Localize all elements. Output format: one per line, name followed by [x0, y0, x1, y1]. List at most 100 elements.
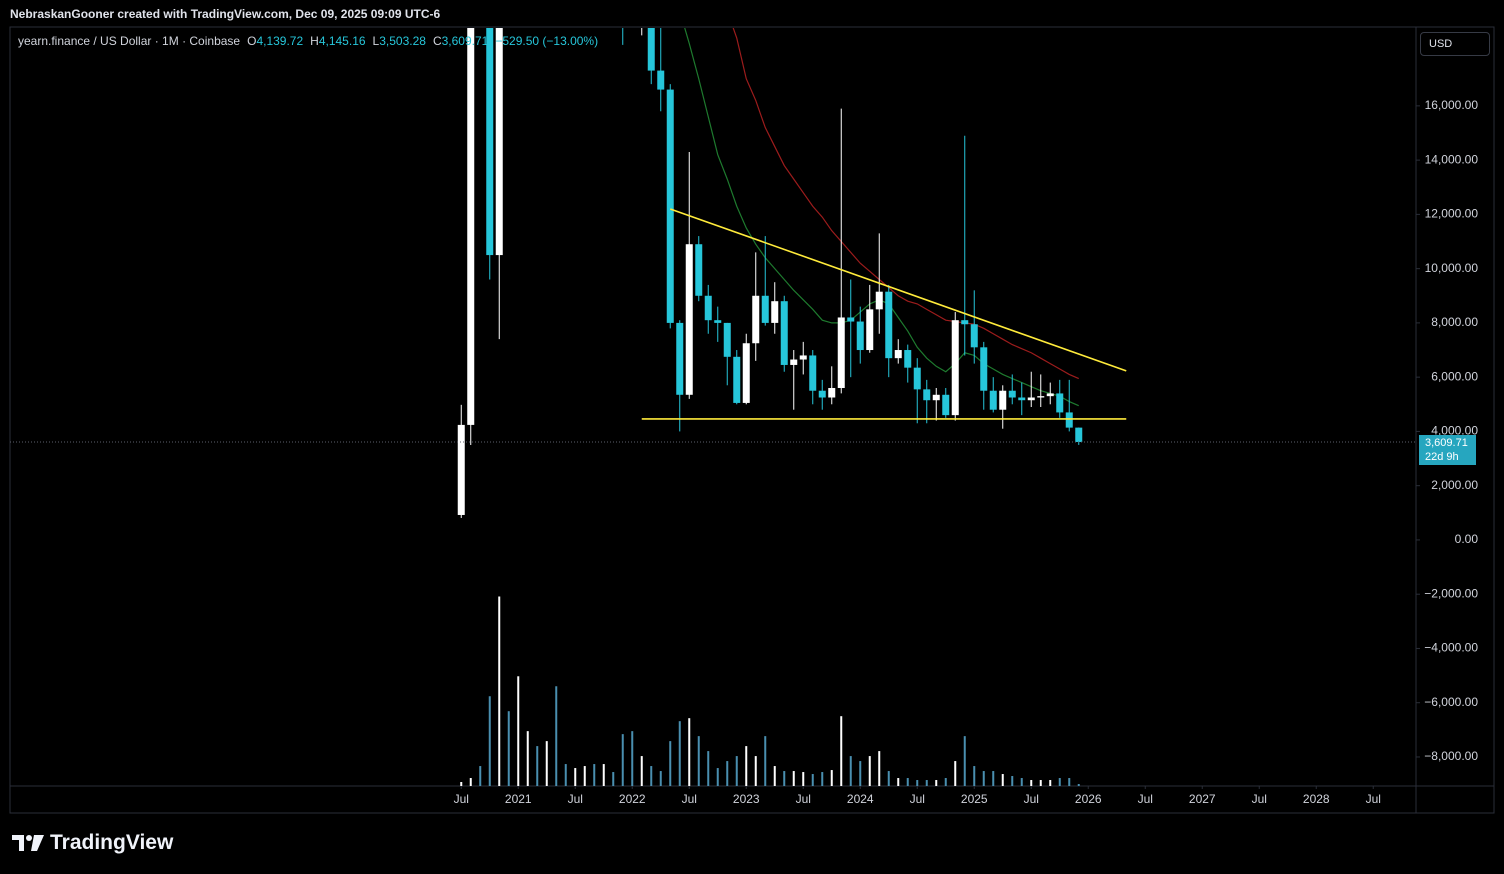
- candle-body: [847, 317, 855, 322]
- volume-bar: [868, 756, 871, 786]
- x-tick-label: Jul: [910, 792, 925, 806]
- high-value: 4,145.16: [318, 34, 366, 48]
- open-label: O: [247, 34, 257, 48]
- candle-body: [657, 70, 665, 90]
- candle-body: [894, 350, 902, 359]
- volume-bar: [963, 736, 966, 786]
- candle-body: [742, 343, 750, 403]
- volume-bar: [1039, 780, 1042, 786]
- x-tick-label: 2025: [961, 792, 988, 806]
- volume-bar: [564, 764, 567, 786]
- candle-body: [837, 317, 845, 389]
- candle-body: [467, 28, 475, 425]
- y-tick-label: −6,000.00: [1424, 695, 1478, 709]
- candle-body: [904, 350, 912, 368]
- volume-bar: [526, 731, 529, 786]
- open-value: 4,139.72: [256, 34, 304, 48]
- x-tick-label: Jul: [1138, 792, 1153, 806]
- volume-bar: [498, 596, 501, 786]
- volume-bar: [887, 771, 890, 786]
- volume-bar: [878, 751, 881, 786]
- volume-bar: [697, 736, 700, 786]
- x-tick-label: Jul: [682, 792, 697, 806]
- last-price-box: 3,609.71 22d 9h: [1419, 435, 1476, 465]
- volume-bar: [916, 780, 919, 786]
- y-tick-label: 14,000.00: [1425, 152, 1479, 166]
- volume-bar: [811, 774, 814, 786]
- candle-body: [1065, 412, 1073, 428]
- volume-bar: [1001, 774, 1004, 786]
- candle-body: [695, 244, 703, 296]
- x-tick-label: Jul: [454, 792, 469, 806]
- candle-body: [790, 359, 798, 365]
- currency-button[interactable]: USD: [1420, 32, 1490, 56]
- volume-bar: [973, 766, 976, 786]
- volume-bar: [536, 746, 539, 786]
- x-tick-label: Jul: [568, 792, 583, 806]
- y-tick-label: 2,000.00: [1431, 478, 1478, 492]
- candle-body: [818, 390, 826, 398]
- candle-body: [828, 388, 836, 398]
- candle-body: [666, 89, 674, 323]
- volume-bar: [792, 771, 795, 786]
- volume-bar: [783, 771, 786, 786]
- candle-body: [647, 28, 655, 71]
- volume-bar: [1030, 780, 1033, 786]
- x-tick-label: 2027: [1189, 792, 1216, 806]
- x-tick-label: 2021: [505, 792, 532, 806]
- candle-body: [989, 390, 997, 410]
- volume-bar: [479, 766, 482, 786]
- volume-bar: [678, 721, 681, 786]
- countdown: 22d 9h: [1425, 451, 1459, 463]
- volume-bar: [1049, 780, 1052, 786]
- volume-bar: [954, 761, 957, 786]
- volume-bar: [849, 756, 852, 786]
- candle-body: [942, 394, 950, 416]
- volume-bar: [982, 771, 985, 786]
- volume-bar: [621, 734, 624, 786]
- candle-body: [923, 389, 931, 401]
- candle-body: [799, 355, 807, 360]
- volume-bar: [583, 766, 586, 786]
- volume-bar: [840, 716, 843, 786]
- y-tick-label: 12,000.00: [1425, 207, 1479, 221]
- x-tick-label: 2023: [733, 792, 760, 806]
- volume-bar: [555, 686, 558, 786]
- y-tick-label: −8,000.00: [1424, 749, 1478, 763]
- candle-body: [1027, 397, 1035, 401]
- volume-bar: [897, 778, 900, 786]
- low-label: L: [372, 34, 380, 48]
- volume-bar: [735, 756, 738, 786]
- volume-bar: [612, 772, 615, 786]
- candle-body: [723, 322, 731, 357]
- candle-body: [685, 244, 693, 395]
- volume-bar: [669, 741, 672, 786]
- candle-body: [771, 301, 779, 323]
- candle-body: [856, 321, 864, 351]
- x-tick-label: Jul: [1252, 792, 1267, 806]
- volume-bar: [1011, 776, 1014, 786]
- candle-body: [457, 424, 465, 515]
- volume-bar: [925, 780, 928, 786]
- candle-body: [1046, 393, 1054, 397]
- close-value: 3,609.71: [441, 34, 489, 48]
- chart-frame: [9, 26, 1495, 814]
- candle-body: [704, 295, 712, 321]
- candle-body: [676, 322, 684, 395]
- volume-bar: [631, 731, 634, 786]
- candle-body: [970, 324, 978, 348]
- candle-body: [951, 320, 959, 416]
- candle-body: [780, 301, 788, 365]
- volume-bar: [593, 764, 596, 786]
- candle-body: [866, 309, 874, 351]
- logo-icon: [12, 835, 44, 851]
- volume-bar: [640, 756, 643, 786]
- close-label: C: [432, 34, 442, 48]
- volume-bar: [1077, 784, 1080, 786]
- volume-bar: [1020, 778, 1023, 786]
- x-tick-label: Jul: [1366, 792, 1381, 806]
- volume-bar: [517, 676, 520, 786]
- y-tick-label: −2,000.00: [1424, 586, 1478, 600]
- volume-bar: [859, 761, 862, 786]
- y-tick-label: −4,000.00: [1424, 641, 1478, 655]
